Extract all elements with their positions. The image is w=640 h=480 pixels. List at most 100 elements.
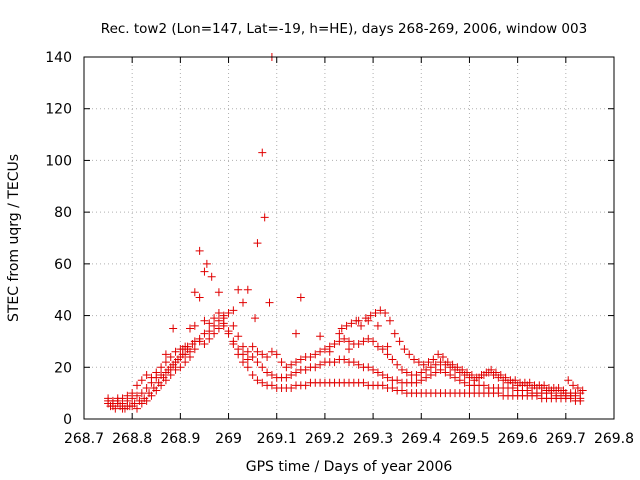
data-point — [345, 345, 353, 354]
data-point — [422, 365, 431, 374]
data-point — [441, 368, 450, 377]
data-point — [436, 358, 445, 367]
x-axis-title: GPS time / Days of year 2006 — [246, 459, 453, 475]
data-point — [414, 358, 423, 367]
data-point — [383, 350, 392, 359]
data-point — [395, 337, 404, 346]
data-point — [137, 376, 146, 385]
x-tick-label: 269.3 — [353, 431, 393, 447]
data-point — [214, 324, 223, 333]
data-point — [157, 363, 166, 372]
data-point — [171, 347, 180, 356]
data-point — [482, 368, 491, 377]
x-tick-label: 268.7 — [64, 431, 104, 447]
data-point — [369, 337, 378, 346]
data-point — [243, 347, 252, 356]
x-tick-labels: 268.7 268.8 268.9 269 269.1 269.2 269.3 269.4 26… — [64, 431, 634, 447]
data-point — [354, 360, 363, 369]
data-point — [426, 371, 435, 380]
data-point — [282, 363, 291, 372]
data-point — [111, 404, 120, 413]
data-point — [267, 371, 276, 380]
data-point — [405, 350, 414, 359]
data-point — [296, 293, 305, 302]
data-point — [292, 329, 300, 338]
data-point — [412, 378, 421, 387]
data-point — [149, 383, 158, 392]
data-point — [366, 311, 375, 320]
data-point — [388, 355, 397, 364]
data-point — [429, 355, 438, 364]
data-point — [347, 319, 356, 328]
x-tick-label: 269 — [215, 431, 242, 447]
data-point — [402, 368, 411, 377]
x-tick-label: 268.9 — [160, 431, 200, 447]
data-point — [540, 381, 549, 390]
data-point — [190, 321, 199, 330]
data-point — [446, 371, 455, 380]
data-point — [253, 347, 262, 356]
x-tick-label: 269.6 — [498, 431, 538, 447]
data-point — [210, 329, 219, 338]
data-point — [400, 345, 409, 354]
data-point — [564, 376, 573, 385]
data-point — [224, 308, 233, 317]
data-point — [306, 352, 315, 361]
data-point — [173, 355, 182, 364]
data-point — [125, 402, 134, 411]
data-point — [123, 391, 132, 400]
data-point — [296, 355, 305, 364]
data-point — [161, 350, 170, 359]
y-tick-label: 80 — [54, 205, 72, 221]
data-point — [159, 373, 168, 382]
data-point — [263, 368, 272, 377]
data-point — [190, 345, 199, 354]
data-point — [569, 381, 578, 390]
data-point — [316, 347, 325, 356]
data-point — [200, 316, 209, 325]
data-point — [393, 360, 402, 369]
data-point — [239, 342, 247, 351]
grid-lines — [84, 57, 614, 419]
data-point — [200, 340, 209, 349]
data-point — [345, 337, 353, 346]
data-point — [229, 306, 238, 315]
data-point — [219, 311, 228, 320]
data-point — [267, 347, 276, 356]
data-point — [113, 396, 122, 405]
data-point — [277, 358, 286, 367]
data-point — [364, 334, 373, 343]
x-tick-label: 269.2 — [305, 431, 345, 447]
data-point — [135, 396, 144, 405]
data-point — [258, 378, 267, 387]
data-point — [166, 352, 175, 361]
data-point — [378, 381, 387, 390]
data-point — [383, 342, 392, 351]
data-point — [431, 368, 440, 377]
data-point — [239, 298, 247, 307]
data-point — [258, 350, 267, 359]
data-point — [164, 365, 173, 374]
data-point — [376, 306, 385, 315]
data-point — [186, 324, 194, 333]
x-tick-label: 269.8 — [594, 431, 634, 447]
data-point — [325, 347, 334, 356]
x-tick-label: 268.8 — [112, 431, 152, 447]
data-point — [272, 350, 281, 359]
data-point — [417, 368, 426, 377]
data-point — [525, 378, 534, 387]
data-point — [130, 399, 139, 408]
data-point — [472, 373, 481, 382]
data-point — [214, 316, 223, 325]
data-point — [140, 394, 149, 403]
data-point — [142, 383, 151, 392]
data-point — [183, 342, 192, 351]
data-point — [448, 360, 457, 369]
y-tick-label: 60 — [54, 257, 72, 273]
data-point — [424, 358, 433, 367]
data-point — [287, 371, 296, 380]
data-point — [479, 381, 488, 390]
data-point — [214, 288, 223, 297]
data-point — [443, 358, 452, 367]
